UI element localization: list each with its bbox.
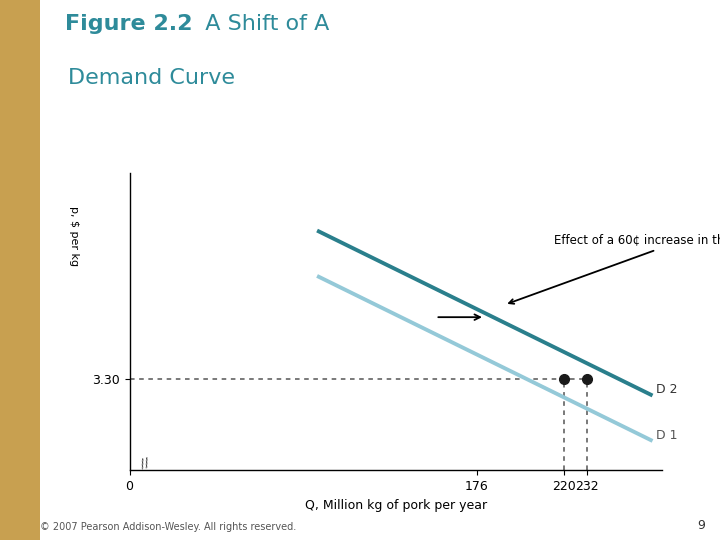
Text: D 2: D 2 (657, 383, 678, 396)
Text: //: // (140, 456, 151, 470)
Text: Figure 2.2: Figure 2.2 (65, 14, 192, 33)
Text: 9: 9 (698, 519, 706, 532)
Text: p, $ per kg: p, $ per kg (69, 206, 79, 266)
Text: A Shift of A: A Shift of A (191, 14, 329, 33)
X-axis label: Q, Million kg of pork per year: Q, Million kg of pork per year (305, 500, 487, 512)
Text: Effect of a 60¢ increase in the price of beef: Effect of a 60¢ increase in the price of… (509, 234, 720, 304)
Text: Demand Curve: Demand Curve (68, 68, 235, 87)
Text: © 2007 Pearson Addison-Wesley. All rights reserved.: © 2007 Pearson Addison-Wesley. All right… (40, 522, 296, 532)
Text: D 1: D 1 (657, 429, 678, 442)
